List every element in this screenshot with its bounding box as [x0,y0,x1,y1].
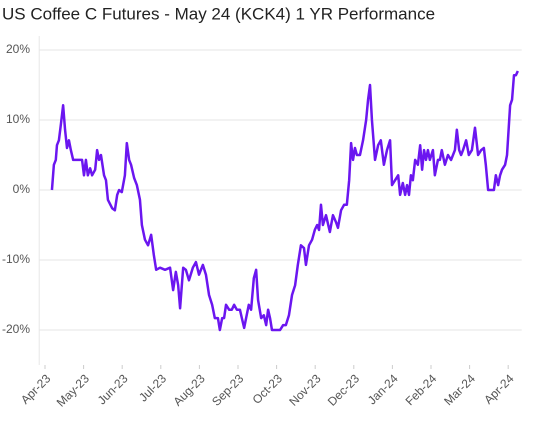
line-series [50,70,519,332]
y-tick-label: 10% [6,112,30,126]
x-tick-label: Jul-23 [136,371,169,404]
y-tick-label: -20% [2,322,30,336]
x-tick-label: May-23 [54,371,92,409]
x-tick-label: Dec-23 [325,371,362,408]
y-tick-label: 0% [13,182,31,196]
y-tick-label: -10% [2,252,30,266]
x-tick-label: Jun-23 [95,371,131,407]
y-tick-label: 20% [6,42,30,56]
x-tick-label: Sep-23 [209,371,246,408]
x-tick-label: Feb-24 [403,371,440,408]
x-tick-label: Mar-24 [441,371,478,408]
x-tick-label: Aug-23 [170,371,207,408]
x-tick-label: Apr-24 [481,371,517,407]
x-tick-label: Apr-23 [18,371,54,407]
x-tick-label: Oct-23 [250,371,286,407]
x-tick-label: Jan-24 [365,371,401,407]
x-tick-label: Nov-23 [286,371,323,408]
chart-title: US Coffee C Futures - May 24 (KCK4) 1 YR… [2,4,435,23]
